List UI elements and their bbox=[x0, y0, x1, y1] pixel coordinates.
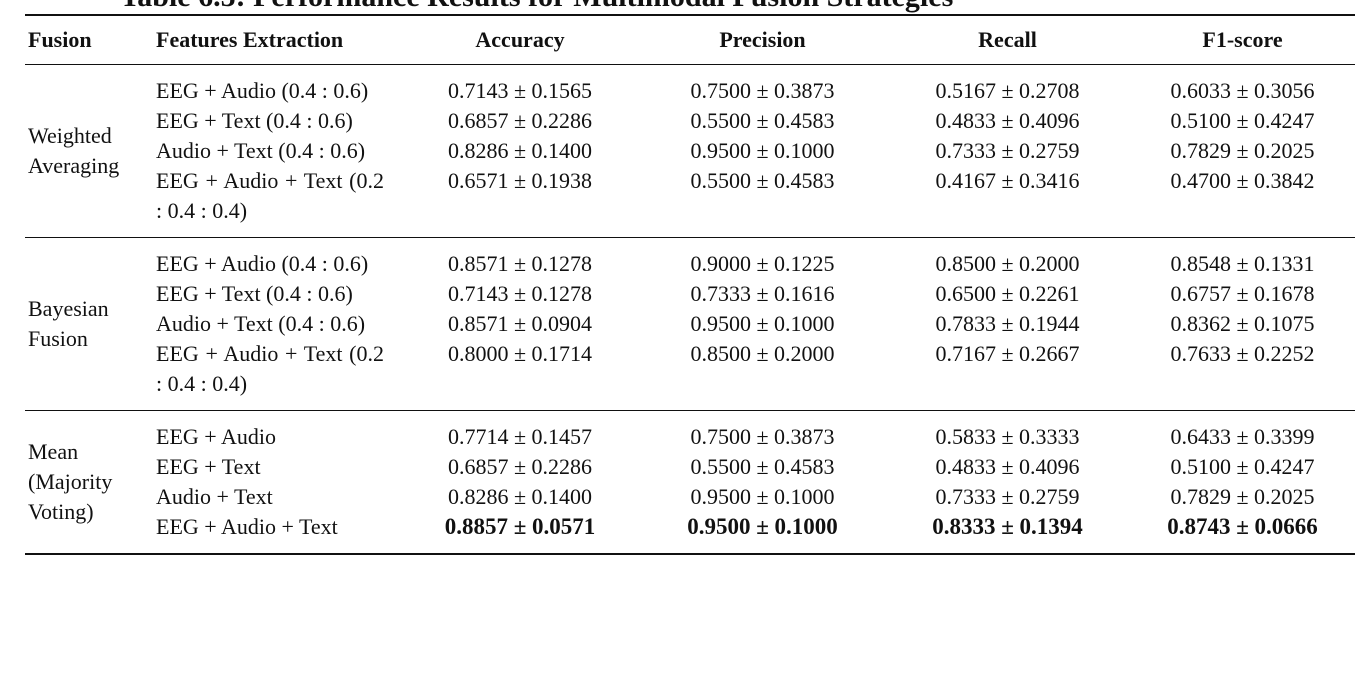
metric-cell: 0.7833 ± 0.1944 bbox=[935, 311, 1080, 336]
metric-cell: 0.7333 ± 0.2759 bbox=[935, 138, 1080, 163]
metric-cell: 0.9500 ± 0.1000 bbox=[690, 138, 835, 163]
metric-cell: 0.9500 ± 0.1000 bbox=[690, 484, 835, 509]
features-cell: EEG + Audio + Text bbox=[156, 514, 338, 539]
metric-cell: 0.9000 ± 0.1225 bbox=[690, 251, 835, 276]
table-row: EEG + Text (0.4 : 0.6) 0.6857 ± 0.2286 0.5… bbox=[25, 106, 1355, 136]
metric-cell: 0.6857 ± 0.2286 bbox=[447, 108, 593, 133]
header-cell: Accuracy bbox=[475, 27, 565, 52]
group-label: Bayesian Fusion bbox=[28, 296, 109, 351]
metric-cell: 0.7500 ± 0.3873 bbox=[690, 78, 835, 103]
metric-cell: 0.8286 ± 0.1400 bbox=[447, 138, 593, 163]
metric-cell: 0.7143 ± 0.1565 bbox=[447, 78, 593, 103]
metric-cell: 0.7714 ± 0.1457 bbox=[447, 424, 593, 449]
table-row: Weighted Averaging EEG + Audio (0.4 : 0.6… bbox=[25, 65, 1355, 178]
metric-cell: 0.8000 ± 0.1714 bbox=[447, 341, 593, 366]
header-cell: F1-score bbox=[1202, 27, 1283, 52]
metric-cell: 0.8857 ± 0.0571 bbox=[444, 514, 596, 539]
metric-cell: 0.6433 ± 0.3399 bbox=[1170, 424, 1315, 449]
metric-cell: 0.8743 ± 0.0666 bbox=[1167, 514, 1318, 539]
metric-cell: 0.7333 ± 0.1616 bbox=[690, 281, 835, 306]
metric-cell: 0.7167 ± 0.2667 bbox=[935, 341, 1080, 366]
metric-cell: 0.6033 ± 0.3056 bbox=[1170, 78, 1315, 103]
table-row: EEG + Audio + Text (0.2 : 0.4 : 0.4) 0.80… bbox=[25, 339, 1355, 411]
metric-cell: 0.6571 ± 0.1938 bbox=[447, 168, 593, 193]
features-cell: EEG + Audio + Text (0.2 : 0.4 : 0.4) bbox=[156, 341, 384, 396]
table-row: EEG + Text 0.6857 ± 0.2286 0.5500 ± 0.4583… bbox=[25, 452, 1355, 482]
metric-cell: 0.7633 ± 0.2252 bbox=[1170, 341, 1315, 366]
table-row: Mean (Majority Voting) EEG + Audio 0.7714 … bbox=[25, 411, 1355, 524]
metric-cell: 0.8571 ± 0.0904 bbox=[447, 311, 593, 336]
metric-cell: 0.7500 ± 0.3873 bbox=[690, 424, 835, 449]
row-group: Mean (Majority Voting) EEG + Audio 0.7714 … bbox=[25, 411, 1355, 554]
features-cell: EEG + Text (0.4 : 0.6) bbox=[156, 108, 353, 133]
group-label: Weighted Averaging bbox=[28, 123, 120, 178]
table-row: Bayesian Fusion EEG + Audio (0.4 : 0.6) 0.… bbox=[25, 238, 1355, 351]
header-cell: Precision bbox=[719, 27, 806, 52]
metric-cell: 0.8500 ± 0.2000 bbox=[935, 251, 1080, 276]
metric-cell: 0.4167 ± 0.3416 bbox=[935, 168, 1080, 193]
metric-cell: 0.8333 ± 0.1394 bbox=[932, 514, 1083, 539]
metric-cell: 0.5833 ± 0.3333 bbox=[935, 424, 1080, 449]
metric-cell: 0.7829 ± 0.2025 bbox=[1170, 484, 1315, 509]
metric-cell: 0.5500 ± 0.4583 bbox=[690, 168, 835, 193]
metric-cell: 0.5100 ± 0.4247 bbox=[1170, 454, 1315, 479]
table-header: Fusion Features Extraction Accuracy Precisi… bbox=[25, 15, 1355, 65]
metric-cell: 0.4833 ± 0.4096 bbox=[935, 108, 1080, 133]
row-group: Weighted Averaging EEG + Audio (0.4 : 0.6… bbox=[25, 65, 1355, 238]
group-label: Mean (Majority Voting) bbox=[28, 439, 113, 524]
metric-cell: 0.5500 ± 0.4583 bbox=[690, 108, 835, 133]
metric-cell: 0.6500 ± 0.2261 bbox=[935, 281, 1080, 306]
features-cell: EEG + Audio bbox=[156, 424, 276, 449]
metric-cell: 0.9500 ± 0.1000 bbox=[687, 514, 838, 539]
metric-cell: 0.8548 ± 0.1331 bbox=[1170, 251, 1315, 276]
metric-cell: 0.5100 ± 0.4247 bbox=[1170, 108, 1315, 133]
caption: Table 6.5: Performance Results for Multi… bbox=[120, 0, 953, 14]
metric-cell: 0.7143 ± 0.1278 bbox=[447, 281, 593, 306]
table-row: EEG + Audio + Text 0.8857 ± 0.0571 0.9500 … bbox=[25, 512, 1355, 554]
metric-cell: 0.6757 ± 0.1678 bbox=[1170, 281, 1315, 306]
header-cell: Fusion bbox=[28, 27, 92, 52]
header-cell: Features Extraction bbox=[156, 27, 344, 52]
table-row: EEG + Text (0.4 : 0.6) 0.7143 ± 0.1278 0.7… bbox=[25, 279, 1355, 309]
header-cell: Recall bbox=[978, 27, 1037, 52]
features-cell: Audio + Text bbox=[156, 484, 273, 509]
header-row: Fusion Features Extraction Accuracy Precisi… bbox=[25, 15, 1355, 65]
table-row: Audio + Text 0.8286 ± 0.1400 0.9500 ± 0.10… bbox=[25, 482, 1355, 512]
features-cell: Audio + Text (0.4 : 0.6) bbox=[156, 311, 366, 336]
metric-cell: 0.6857 ± 0.2286 bbox=[447, 454, 593, 479]
features-cell: EEG + Audio (0.4 : 0.6) bbox=[156, 251, 369, 276]
metric-cell: 0.8362 ± 0.1075 bbox=[1170, 311, 1315, 336]
metric-cell: 0.8500 ± 0.2000 bbox=[690, 341, 835, 366]
table-row: EEG + Audio + Text (0.2 : 0.4 : 0.4) 0.65… bbox=[25, 166, 1355, 238]
features-cell: EEG + Audio + Text (0.2 : 0.4 : 0.4) bbox=[156, 168, 384, 223]
features-cell: EEG + Text bbox=[156, 454, 261, 479]
metric-cell: 0.5167 ± 0.2708 bbox=[935, 78, 1080, 103]
features-cell: Audio + Text (0.4 : 0.6) bbox=[156, 138, 366, 163]
metric-cell: 0.9500 ± 0.1000 bbox=[690, 311, 835, 336]
table-row: Audio + Text (0.4 : 0.6) 0.8571 ± 0.0904 0… bbox=[25, 309, 1355, 339]
table-row: Audio + Text (0.4 : 0.6) 0.8286 ± 0.1400 0… bbox=[25, 136, 1355, 166]
row-group: Bayesian Fusion EEG + Audio (0.4 : 0.6) 0.… bbox=[25, 238, 1355, 411]
metric-cell: 0.7829 ± 0.2025 bbox=[1170, 138, 1315, 163]
metric-cell: 0.4833 ± 0.4096 bbox=[935, 454, 1080, 479]
metric-cell: 0.8286 ± 0.1400 bbox=[447, 484, 593, 509]
results-table: Fusion Features Extraction Accuracy Precisi… bbox=[25, 14, 1355, 555]
metric-cell: 0.5500 ± 0.4583 bbox=[690, 454, 835, 479]
metric-cell: 0.4700 ± 0.3842 bbox=[1170, 168, 1315, 193]
features-cell: EEG + Text (0.4 : 0.6) bbox=[156, 281, 353, 306]
metric-cell: 0.7333 ± 0.2759 bbox=[935, 484, 1080, 509]
metric-cell: 0.8571 ± 0.1278 bbox=[447, 251, 593, 276]
features-cell: EEG + Audio (0.4 : 0.6) bbox=[156, 78, 369, 103]
